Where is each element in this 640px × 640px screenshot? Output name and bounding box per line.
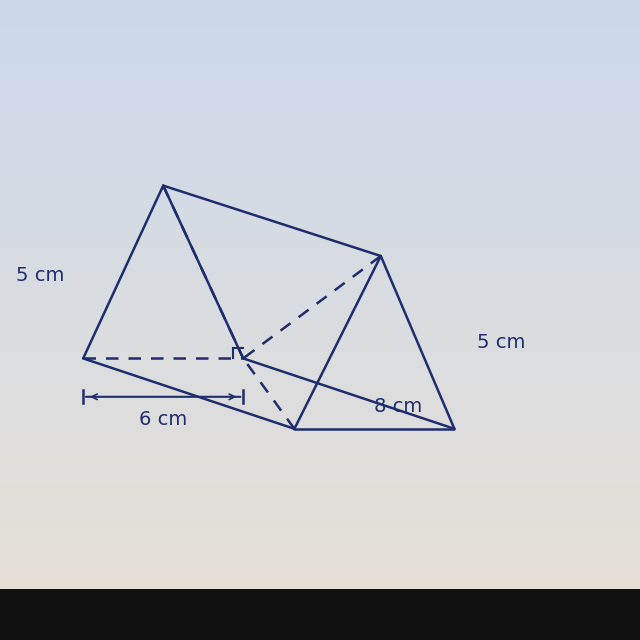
Text: 5 cm: 5 cm bbox=[477, 333, 525, 352]
Bar bbox=[0, 589, 640, 640]
Text: 5 cm: 5 cm bbox=[15, 266, 64, 285]
Text: 8 cm: 8 cm bbox=[374, 397, 422, 416]
Text: 6 cm: 6 cm bbox=[139, 410, 188, 429]
